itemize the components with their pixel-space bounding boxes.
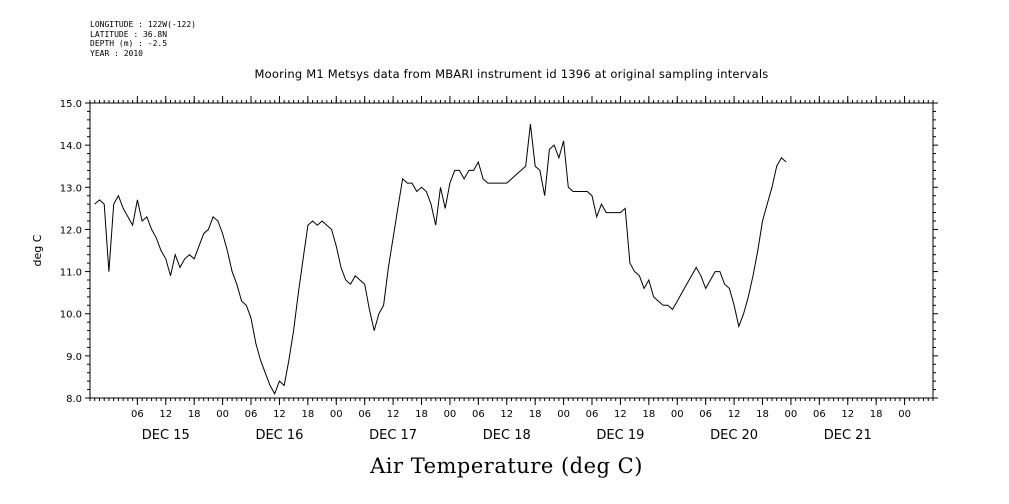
x-tick-label: 06 (586, 409, 599, 420)
longitude-label: LONGITUDE : 122W(-122) (90, 20, 196, 29)
x-tick-label: 18 (642, 409, 655, 420)
y-tick-label: 14.0 (60, 141, 82, 152)
y-tick-label: 12.0 (60, 225, 82, 236)
metadata-block: LONGITUDE : 122W(-122) LATITUDE : 36.8N … (90, 20, 196, 58)
x-tick-label: 00 (671, 409, 684, 420)
x-day-label: DEC 16 (255, 428, 303, 443)
axes-layer: 8.0 9.0 10.0 11.0 12.0 13.0 14.0 15.0 deg C 06 12 1… (31, 96, 938, 443)
x-tick-label: 18 (415, 409, 428, 420)
x-tick-label: 00 (785, 409, 798, 420)
y-axis-label: deg C (31, 234, 44, 266)
x-tick-label: 12 (728, 409, 741, 420)
y-tick-label: 13.0 (60, 183, 82, 194)
series-line (94, 124, 787, 395)
x-tick-label: 06 (472, 409, 485, 420)
x-tick-label: 18 (188, 409, 201, 420)
y-tick-label: 15.0 (60, 99, 82, 110)
x-tick-label: 00 (216, 409, 229, 420)
x-tick-label: 00 (557, 409, 570, 420)
plot-frame (89, 102, 934, 399)
x-day-label: DEC 17 (369, 428, 417, 443)
x-tick-label: 12 (614, 409, 627, 420)
x-tick-label: 06 (245, 409, 258, 420)
x-day-label: DEC 20 (710, 428, 758, 443)
x-day-label: DEC 15 (142, 428, 190, 443)
x-tick-label: 06 (813, 409, 826, 420)
x-tick-label: 06 (131, 409, 144, 420)
latitude-label: LATITUDE : 36.8N (90, 29, 168, 39)
x-tick-label: 06 (699, 409, 712, 420)
x-tick-label: 06 (358, 409, 371, 420)
y-tick-label: 11.0 (60, 268, 82, 279)
x-day-label: DEC 21 (824, 428, 872, 443)
x-tick-label: 00 (330, 409, 343, 420)
x-day-label: DEC 18 (483, 428, 531, 443)
chart-title: Mooring M1 Metsys data from MBARI instru… (254, 67, 769, 81)
x-tick-label: 12 (841, 409, 854, 420)
x-tick-label: 18 (756, 409, 769, 420)
x-tick-label: 00 (898, 409, 911, 420)
y-tick-label: 8.0 (66, 394, 82, 405)
x-tick-label: 12 (500, 409, 513, 420)
y-tick-label: 9.0 (66, 352, 82, 363)
variable-title: Air Temperature (deg C) (370, 454, 643, 478)
y-tick-label: 10.0 (60, 310, 82, 321)
x-tick-label: 18 (301, 409, 314, 420)
depth-label: DEPTH (m) : -2.5 (90, 39, 168, 48)
x-tick-label: 12 (159, 409, 172, 420)
x-day-label: DEC 19 (596, 428, 644, 443)
x-tick-label: 18 (870, 409, 883, 420)
x-tick-label: 18 (529, 409, 542, 420)
data-layer (94, 124, 787, 395)
x-tick-label: 00 (444, 409, 457, 420)
year-label: YEAR : 2010 (90, 48, 143, 58)
x-tick-label: 12 (273, 409, 286, 420)
x-tick-label: 12 (387, 409, 400, 420)
